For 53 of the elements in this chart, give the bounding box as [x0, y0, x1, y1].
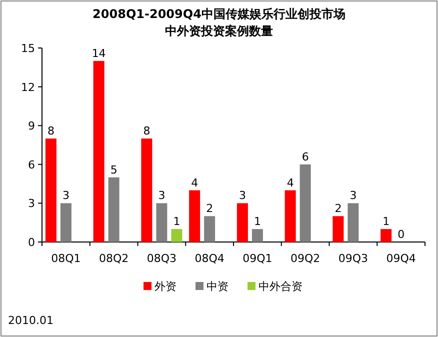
legend-label: 外资: [154, 280, 176, 293]
x-tick-label: 09Q3: [338, 252, 368, 265]
data-label: 8: [143, 124, 150, 138]
legend-label: 中外合资: [258, 280, 302, 293]
bar: [108, 177, 120, 242]
data-label: 1: [173, 215, 180, 228]
data-label: 4: [191, 176, 198, 190]
x-tick-label: 09Q4: [386, 252, 416, 265]
data-label: 1: [382, 215, 390, 228]
bar: [332, 216, 344, 242]
bar: [141, 138, 152, 242]
text: 2010.01: [8, 314, 54, 327]
x-tick-label: 08Q3: [146, 252, 177, 265]
y-tick-label: 0: [28, 236, 35, 249]
data-label: 5: [110, 163, 118, 176]
data-label: 3: [238, 189, 246, 202]
x-tick-label: 09Q1: [242, 252, 272, 265]
bar: [284, 190, 296, 242]
chart-subtitle: 中外资投资案例数量: [165, 24, 273, 38]
bar: [204, 216, 216, 242]
data-label: 0: [398, 228, 405, 241]
legend-label: 中资: [206, 280, 228, 293]
bar: [60, 203, 72, 242]
data-label: 4: [286, 176, 294, 190]
y-tick-label: 3: [28, 197, 35, 210]
y-tick-label: 9: [28, 120, 35, 133]
chart-title: 2008Q1-2009Q4中国传媒娱乐行业创投市场: [92, 7, 346, 21]
data-label: 3: [158, 189, 166, 202]
bar: [348, 203, 359, 242]
x-tick-label: 08Q1: [51, 252, 81, 265]
data-label: 3: [350, 189, 357, 202]
data-label: 6: [302, 150, 309, 164]
bar: [156, 203, 168, 242]
data-label: 3: [62, 189, 70, 202]
bar: [236, 203, 248, 242]
bar: [380, 229, 392, 242]
data-label: 2: [334, 202, 342, 216]
bar: [171, 229, 182, 242]
x-tick-label: 09Q2: [290, 252, 320, 265]
x-tick-label: 08Q2: [98, 252, 129, 265]
bar: [93, 60, 104, 242]
bar: [189, 190, 200, 242]
data-label: 14: [92, 46, 106, 60]
y-tick-label: 15: [21, 42, 35, 55]
y-tick-label: 6: [28, 158, 35, 172]
bar: [45, 138, 56, 242]
x-tick-label: 08Q4: [194, 252, 224, 265]
bar: [252, 229, 263, 242]
data-label: 2: [206, 202, 214, 216]
bar: [300, 164, 311, 242]
data-label: 8: [47, 124, 54, 138]
data-label: 1: [254, 215, 261, 228]
y-tick-label: 12: [21, 80, 35, 94]
